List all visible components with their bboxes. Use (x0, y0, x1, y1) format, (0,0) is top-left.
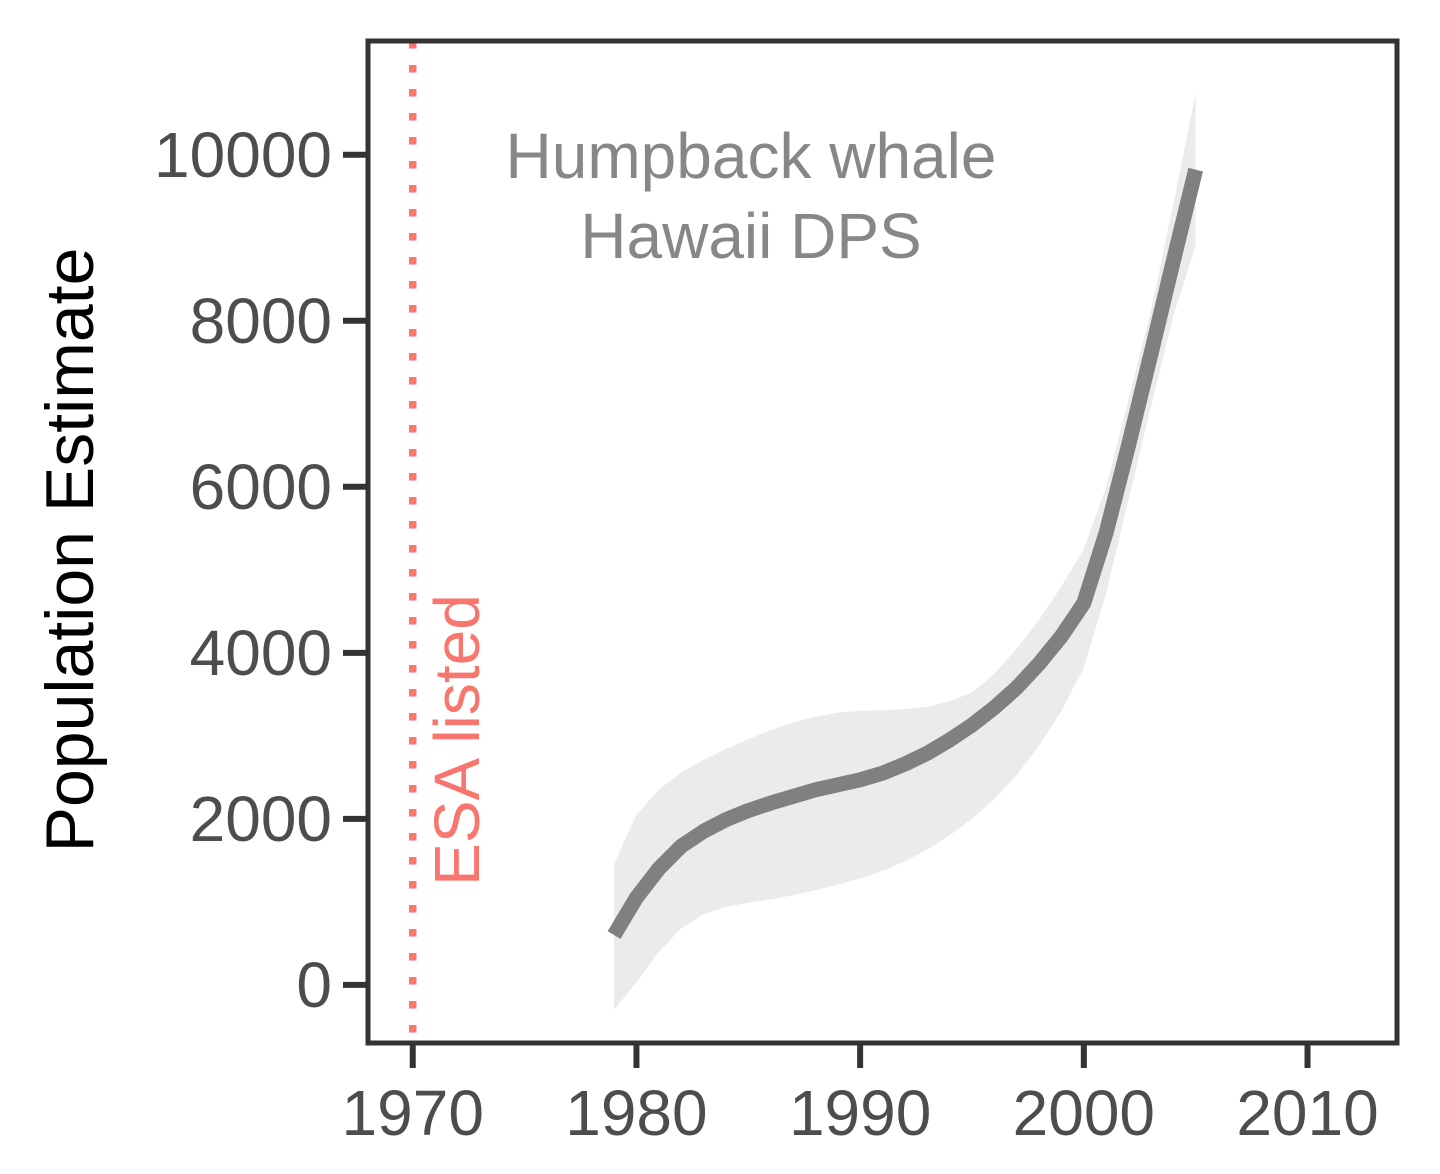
y-tick-label: 4000 (189, 616, 332, 689)
x-tick-label: 1980 (565, 1077, 708, 1149)
chart-title-line1: Humpback whale (505, 120, 997, 192)
y-tick-label: 0 (296, 948, 332, 1021)
y-tick-label: 10000 (154, 118, 332, 191)
y-axis-title: Population Estimate (32, 247, 108, 853)
x-tick-label: 2010 (1236, 1077, 1379, 1149)
y-tick-label: 8000 (189, 284, 332, 357)
confidence-band (614, 93, 1196, 1010)
x-tick-label: 2000 (1012, 1077, 1155, 1149)
x-tick-label: 1990 (788, 1077, 932, 1149)
chart-title-annotation: Humpback whale Hawaii DPS (506, 116, 997, 276)
x-tick-label: 1970 (341, 1077, 484, 1149)
chart-title-line2: Hawaii DPS (580, 200, 922, 272)
y-tick-label: 6000 (189, 450, 332, 523)
esa-listed-label: ESA listed (421, 594, 493, 886)
y-tick-label: 2000 (189, 782, 332, 855)
panel-border (365, 38, 1400, 1046)
loess-curve (607, 167, 1203, 939)
